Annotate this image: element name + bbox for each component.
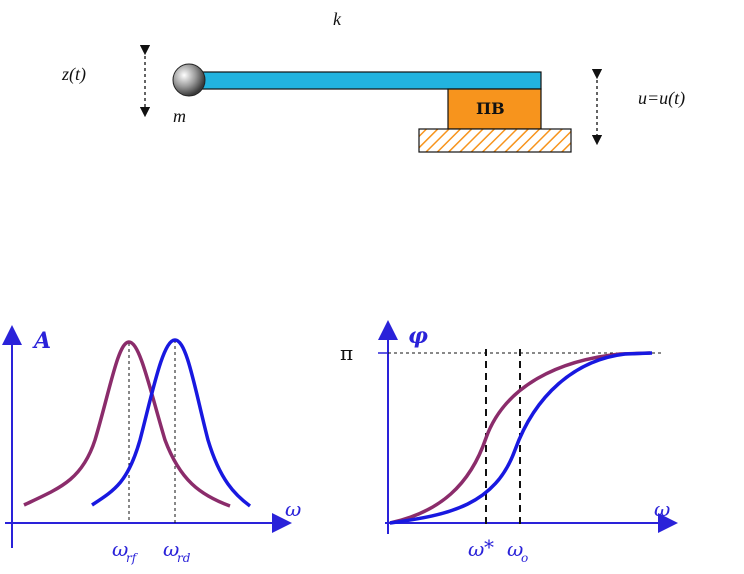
amplitude-x-label: ω <box>285 497 301 521</box>
actuator-label: ПВ <box>476 99 505 118</box>
amplitude-y-label: A <box>32 328 51 354</box>
omega-rd-tick: ω rd <box>163 537 191 565</box>
u-label: u=u(t) <box>638 88 685 109</box>
omega-rf-tick: ω rf <box>112 537 139 565</box>
omega-rf-subscript: rf <box>126 551 139 565</box>
phase-curve-blue <box>389 351 653 525</box>
base-support <box>418 128 572 153</box>
omega-star-tick: ω * <box>468 535 494 561</box>
amplitude-curve-purple <box>23 340 231 508</box>
stiffness-label: k <box>333 9 342 29</box>
phase-x-label: ω <box>654 497 670 521</box>
omega-o-symbol: ω <box>507 537 523 561</box>
omega-o-subscript: o <box>521 551 528 565</box>
omega-star-asterisk: * <box>484 535 494 559</box>
mechanism: k z(t) m ПВ u=u(t) <box>61 9 685 153</box>
mass-label: m <box>173 106 186 126</box>
phase-curve-purple <box>389 351 651 525</box>
pi-tick-label: π <box>340 341 353 365</box>
omega-rd-subscript: rd <box>177 551 191 565</box>
mass-ball <box>172 63 206 97</box>
omega-rf-symbol: ω <box>112 537 128 561</box>
z-label: z(t) <box>61 64 86 85</box>
omega-star-symbol: ω <box>468 537 484 561</box>
omega-rd-symbol: ω <box>163 537 179 561</box>
phase-chart: φ ω π ω * ω o <box>340 320 678 565</box>
amplitude-curve-blue <box>91 338 252 508</box>
omega-o-tick: ω o <box>507 537 528 565</box>
elastic-beam <box>194 71 542 90</box>
phase-y-label: φ <box>408 323 428 349</box>
amplitude-chart: A ω ω rf ω rd <box>2 325 301 565</box>
